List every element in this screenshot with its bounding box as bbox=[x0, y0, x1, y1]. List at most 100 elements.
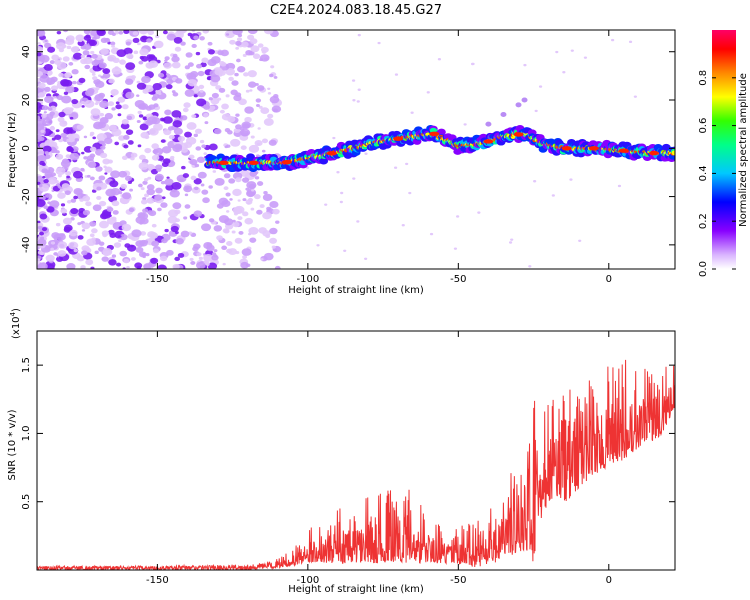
ridge-peak bbox=[326, 151, 337, 156]
noise-cell bbox=[96, 30, 106, 37]
noise-cell bbox=[562, 71, 566, 74]
noise-cell bbox=[245, 49, 253, 56]
noise-cell bbox=[88, 39, 98, 47]
noise-cell bbox=[232, 188, 242, 197]
noise-cell bbox=[137, 212, 146, 219]
noise-cell bbox=[124, 175, 132, 182]
noise-cell bbox=[247, 70, 257, 78]
noise-cell bbox=[158, 92, 162, 95]
noise-cell bbox=[141, 75, 151, 84]
noise-cell bbox=[47, 177, 58, 185]
noise-cell bbox=[65, 154, 71, 159]
noise-cell bbox=[126, 53, 134, 59]
noise-cell bbox=[236, 58, 241, 63]
noise-cell bbox=[248, 232, 252, 236]
noise-cell bbox=[37, 154, 47, 163]
noise-cell bbox=[175, 78, 183, 84]
noise-cell bbox=[121, 155, 128, 160]
noise-cell bbox=[508, 241, 513, 244]
noise-cell bbox=[259, 54, 270, 62]
noise-cell bbox=[199, 89, 204, 93]
heatmap-marks bbox=[37, 30, 675, 269]
noise-cell bbox=[45, 263, 55, 269]
noise-cell bbox=[258, 227, 267, 234]
noise-cell bbox=[158, 72, 165, 78]
noise-cell bbox=[80, 58, 88, 65]
noise-cell bbox=[43, 111, 47, 114]
noise-cell bbox=[92, 76, 98, 81]
colorbar-tick-label: 0.6 bbox=[698, 118, 709, 134]
noise-cell bbox=[130, 75, 136, 80]
noise-cell bbox=[83, 145, 93, 153]
noise-cell bbox=[167, 126, 174, 131]
noise-cell bbox=[107, 54, 117, 62]
noise-cell bbox=[44, 39, 48, 43]
noise-cell bbox=[136, 120, 141, 123]
spectrogram-panel: -150 -100 -50 0 -40 -20 0 20 40 Height of strai… bbox=[7, 29, 676, 296]
noise-cell bbox=[150, 257, 159, 264]
noise-cell bbox=[98, 241, 105, 246]
noise-cell bbox=[171, 61, 181, 69]
noise-cell bbox=[40, 126, 44, 130]
noise-cell bbox=[193, 133, 199, 138]
noise-cell bbox=[184, 65, 191, 70]
noise-cell bbox=[164, 228, 169, 233]
noise-cell bbox=[226, 241, 233, 246]
noise-cell bbox=[63, 30, 69, 33]
noise-cell bbox=[364, 152, 368, 155]
noise-cell bbox=[81, 151, 85, 155]
noise-cell bbox=[142, 208, 149, 213]
noise-cell bbox=[244, 217, 254, 225]
noise-cell bbox=[44, 151, 49, 155]
noise-cell bbox=[84, 99, 95, 108]
noise-cell bbox=[123, 258, 130, 264]
noise-cell bbox=[62, 56, 70, 62]
noise-cell bbox=[401, 223, 405, 227]
noise-cell bbox=[98, 62, 107, 69]
noise-cell bbox=[197, 90, 206, 98]
noise-cell bbox=[180, 115, 188, 121]
noise-cell bbox=[39, 231, 45, 236]
noise-cell bbox=[140, 231, 147, 236]
noise-cell bbox=[61, 158, 70, 165]
noise-cell bbox=[41, 113, 47, 119]
noise-cell bbox=[551, 194, 555, 197]
noise-cell bbox=[142, 180, 148, 185]
noise-cell bbox=[104, 137, 113, 145]
noise-cell bbox=[130, 257, 136, 261]
noise-cell bbox=[171, 55, 180, 63]
noise-cell bbox=[523, 63, 527, 67]
ridge-peak bbox=[248, 160, 259, 165]
noise-cell bbox=[124, 78, 134, 85]
noise-cell bbox=[193, 210, 203, 218]
noise-cell bbox=[58, 48, 65, 53]
noise-cell bbox=[45, 106, 50, 110]
noise-cell bbox=[210, 74, 221, 83]
noise-cell bbox=[123, 30, 130, 35]
noise-cell bbox=[234, 205, 245, 214]
noise-cell bbox=[340, 191, 344, 195]
noise-cell bbox=[256, 104, 260, 108]
noise-cell bbox=[226, 210, 230, 213]
noise-cell bbox=[50, 247, 54, 251]
noise-cell bbox=[246, 181, 257, 189]
noise-cell bbox=[269, 73, 274, 78]
noise-cell bbox=[138, 114, 144, 118]
noise-cell bbox=[101, 230, 110, 237]
noise-cell bbox=[118, 170, 128, 178]
noise-cell bbox=[45, 254, 55, 262]
noise-cell bbox=[93, 121, 104, 130]
noise-cell bbox=[221, 103, 229, 110]
noise-cell bbox=[243, 72, 249, 77]
noise-cell bbox=[46, 77, 56, 85]
noise-cell bbox=[244, 106, 254, 114]
noise-cell bbox=[224, 218, 234, 226]
noise-cell bbox=[116, 262, 122, 267]
x-tick-label: -50 bbox=[450, 575, 466, 586]
noise-cell bbox=[43, 63, 53, 71]
noise-cell bbox=[146, 188, 156, 196]
noise-cell bbox=[73, 195, 78, 200]
noise-cell bbox=[198, 84, 205, 90]
noise-cell bbox=[167, 216, 178, 224]
